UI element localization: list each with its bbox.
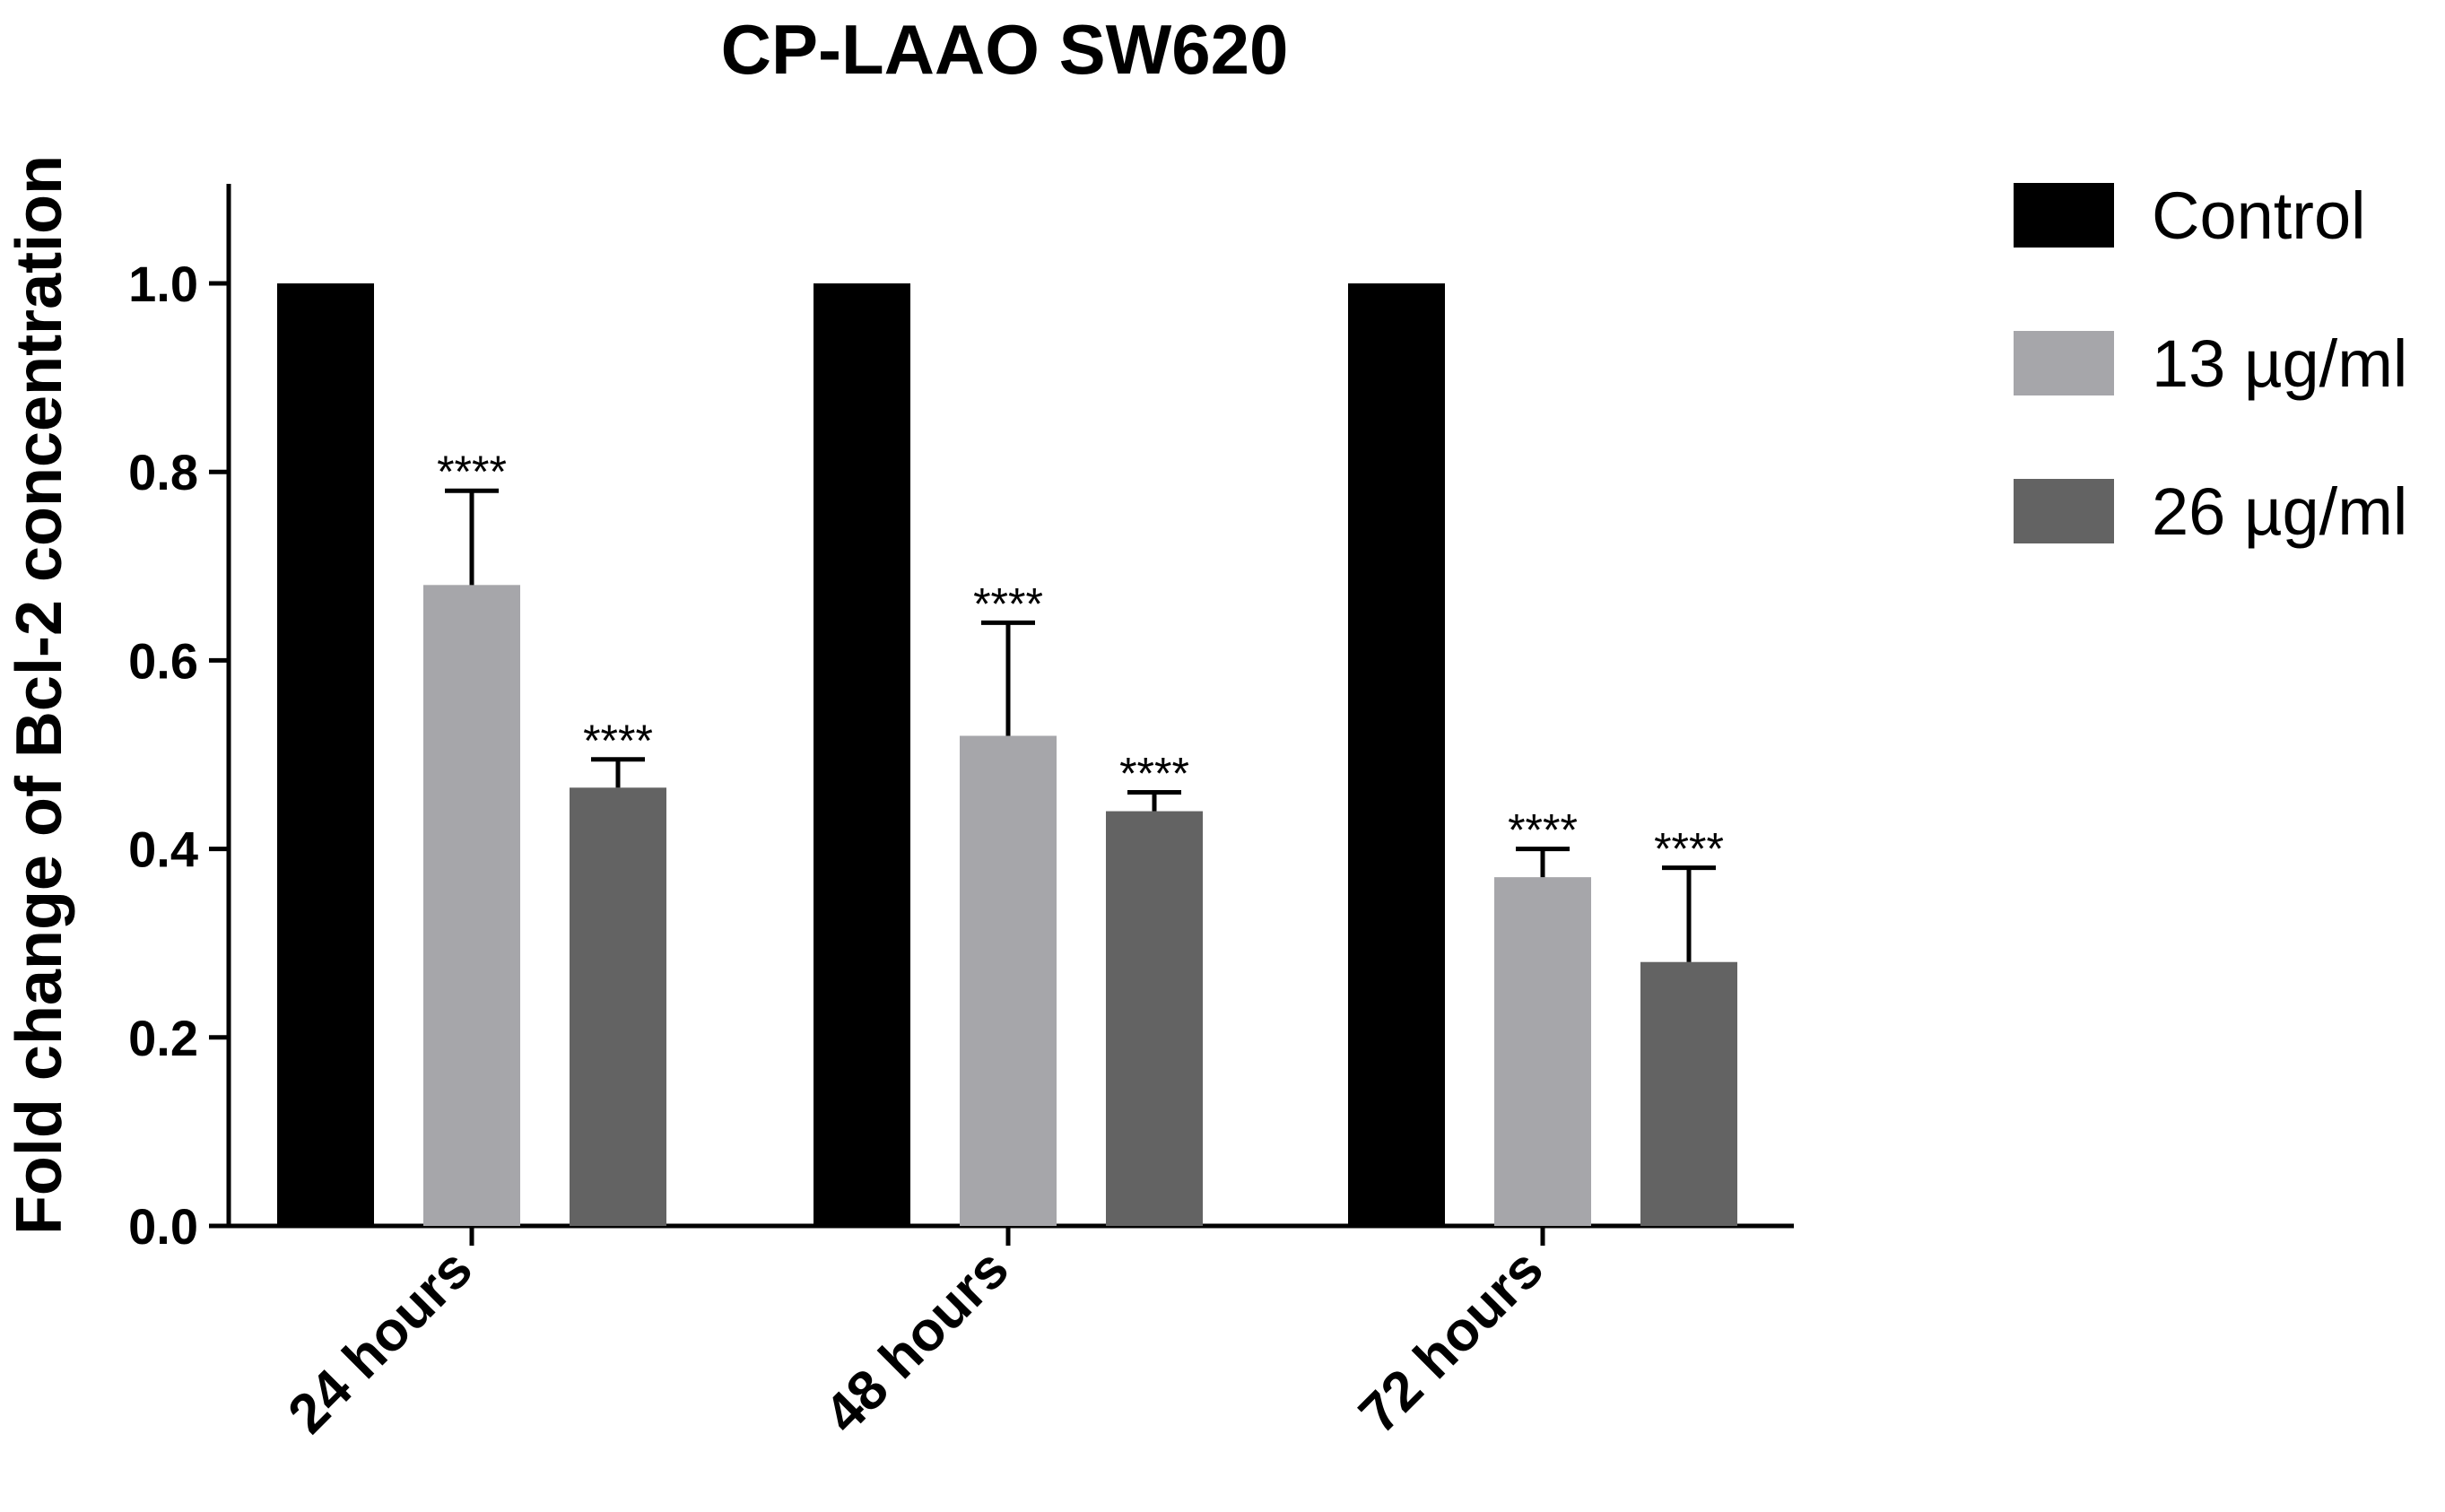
legend-label: 26 µg/ml [2152, 474, 2407, 549]
y-tick-label: 0.8 [128, 444, 198, 500]
bar [1348, 283, 1445, 1226]
plot-area: 0.0 0.2 0.4 0.6 0.8 1.0 **** **** 24 hours **** **… [128, 184, 1794, 1446]
significance-marker: **** [973, 578, 1043, 629]
x-tick-label: 72 hours [1347, 1238, 1555, 1446]
legend-swatch [2014, 479, 2114, 543]
legend-swatch [2014, 331, 2114, 395]
legend-swatch [2014, 183, 2114, 248]
significance-marker: **** [1508, 805, 1578, 856]
y-tick-label: 1.0 [128, 256, 198, 312]
x-tick-label: 48 hours [813, 1238, 1021, 1446]
bar [1640, 961, 1737, 1226]
bar [423, 585, 520, 1226]
significance-marker: **** [437, 447, 507, 497]
x-tick-label: 24 hours [276, 1238, 484, 1446]
significance-marker: **** [1119, 749, 1189, 799]
bar [960, 735, 1057, 1226]
bar [277, 283, 374, 1226]
y-tick-label: 0.4 [128, 821, 198, 878]
legend-label: 13 µg/ml [2152, 326, 2407, 401]
y-tick-label: 0.2 [128, 1010, 198, 1066]
bar [570, 787, 666, 1226]
bar [1494, 877, 1591, 1226]
y-tick-label: 0.0 [128, 1198, 198, 1255]
significance-marker: **** [1654, 824, 1724, 874]
chart-title: CP-LAAO SW620 [721, 10, 1289, 89]
legend-label: Control [2152, 178, 2366, 253]
bar [814, 283, 910, 1226]
y-tick-label: 0.6 [128, 632, 198, 689]
significance-marker: **** [583, 716, 653, 766]
y-axis-label: Fold change of Bcl-2 concentration [4, 155, 75, 1235]
bar [1106, 811, 1203, 1226]
legend: Control 13 µg/ml 26 µg/ml [2014, 178, 2407, 549]
